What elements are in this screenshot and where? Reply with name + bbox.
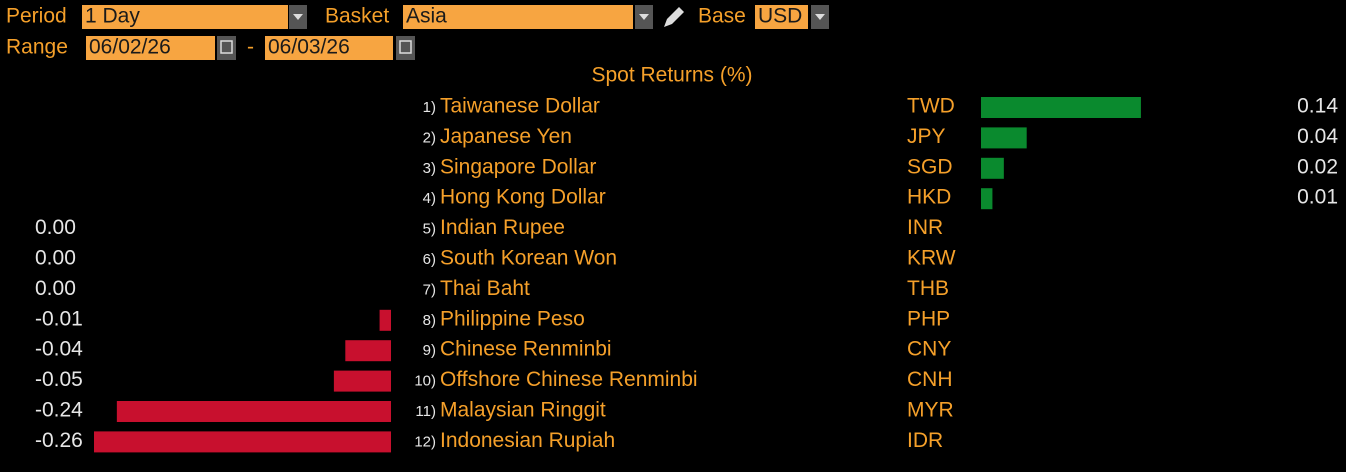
bar [981, 97, 1141, 118]
currency-code: JPY [907, 125, 946, 148]
rank: 4) [423, 190, 436, 207]
currency-code: IDR [907, 429, 943, 452]
bar [379, 309, 391, 331]
bar [981, 157, 1004, 179]
currency-code: PHP [907, 307, 950, 330]
currency-code: CNH [907, 368, 953, 391]
currency-name: Malaysian Ringgit [440, 399, 606, 422]
currency-code: MYR [907, 399, 954, 422]
rank: 9) [423, 342, 436, 359]
value-label: 0.00 [35, 216, 76, 239]
currency-name: Taiwanese Dollar [440, 95, 600, 118]
rank: 7) [423, 281, 436, 298]
currency-code: CNY [907, 338, 951, 361]
currency-name: Philippine Peso [440, 307, 585, 330]
field-value: Asia [406, 5, 447, 28]
bar [116, 401, 391, 422]
rank: 2) [423, 129, 436, 146]
separator: - [247, 36, 254, 59]
range-end-field[interactable] [265, 36, 393, 60]
value-label: -0.01 [35, 307, 83, 330]
value-label: 0.00 [35, 277, 76, 300]
period-field[interactable] [82, 5, 288, 29]
currency-name: Offshore Chinese Renminbi [440, 368, 698, 391]
range-start-field[interactable] [86, 36, 215, 60]
currency-name: South Korean Won [440, 247, 617, 270]
rank: 10) [414, 373, 436, 390]
bar [981, 127, 1027, 149]
base-field[interactable] [755, 5, 808, 29]
currency-name: Chinese Renminbi [440, 338, 612, 361]
rank: 1) [423, 99, 436, 116]
field-value: USD [758, 5, 802, 28]
value-label: -0.26 [35, 429, 83, 452]
rank: 8) [423, 312, 436, 329]
field-value: 06/03/26 [268, 36, 350, 59]
edit-icon[interactable] [664, 7, 684, 27]
label: Range [6, 36, 68, 59]
value-label: -0.24 [35, 399, 83, 422]
value-label: 0.14 [1297, 95, 1338, 118]
label: Base [698, 5, 746, 28]
currency-name: Hong Kong Dollar [440, 186, 606, 209]
rank: 3) [423, 160, 436, 177]
label: Basket [325, 5, 389, 28]
currency-code: SGD [907, 155, 953, 178]
currency-name: Indonesian Rupiah [440, 429, 615, 452]
value-label: -0.04 [35, 338, 83, 361]
currency-name: Japanese Yen [440, 125, 572, 148]
bar [333, 370, 391, 392]
bar [345, 340, 391, 362]
rank: 12) [414, 433, 436, 450]
currency-code: THB [907, 277, 949, 300]
currency-code: HKD [907, 186, 951, 209]
currency-code: KRW [907, 247, 956, 270]
calendar-button[interactable] [396, 36, 415, 60]
value-label: 0.00 [35, 247, 76, 270]
rank: 6) [423, 251, 436, 268]
bar [94, 431, 391, 453]
value-label: 0.01 [1297, 186, 1338, 209]
value-label: 0.04 [1297, 125, 1338, 148]
bar [981, 188, 993, 210]
rank: 5) [423, 221, 436, 238]
currency-code: TWD [907, 95, 955, 118]
value-label: 0.02 [1297, 155, 1338, 178]
field-value: 06/02/26 [89, 36, 171, 59]
calendar-button[interactable] [217, 36, 236, 60]
currency-name: Thai Baht [440, 277, 530, 300]
label: Period [6, 5, 67, 28]
currency-name: Indian Rupee [440, 216, 565, 239]
currency-name: Singapore Dollar [440, 155, 596, 178]
currency-code: INR [907, 216, 943, 239]
rank: 11) [415, 403, 436, 420]
value-label: -0.05 [35, 368, 83, 391]
chart-title: Spot Returns (%) [591, 64, 752, 87]
basket-field[interactable] [403, 5, 633, 29]
field-value: 1 Day [85, 5, 140, 28]
